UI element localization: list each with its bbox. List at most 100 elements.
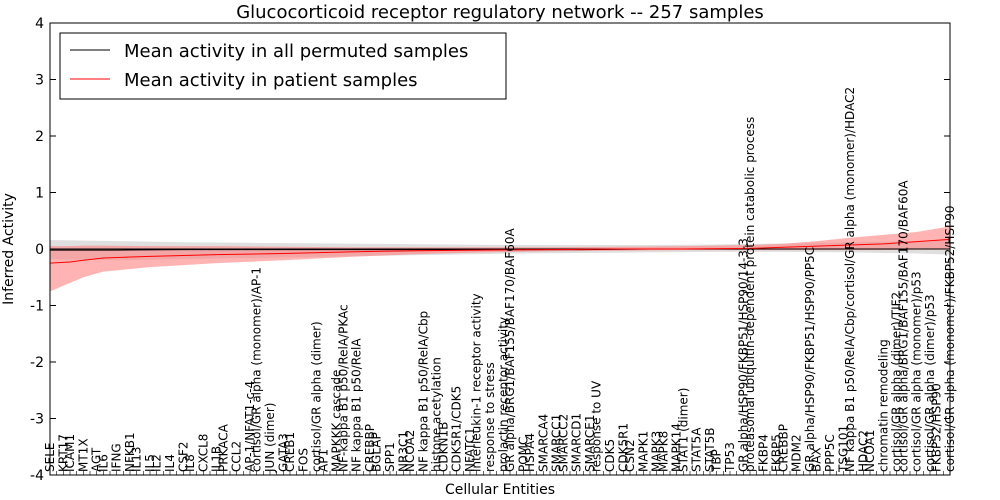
x-tick-label: CREBBP: [776, 424, 790, 472]
x-tick-label: CDKN1B: [436, 422, 450, 472]
x-tick-label: CDK5R1/CDK5: [450, 386, 464, 472]
x-tick-label: cortisol/GR alpha/BRG1/BAF155/BAF170/BAF…: [896, 180, 910, 472]
x-tick-label: CDK5R1: [616, 423, 630, 472]
x-tick-label: FOS: [296, 448, 310, 472]
x-tick-label: NCOA1: [863, 430, 877, 472]
y-tick-label: -2: [30, 355, 44, 371]
x-tick-label: CSN2: [623, 439, 637, 472]
x-tick-label: BAX: [810, 447, 824, 472]
x-tick-label: cortisol/GR alpha (monomer)/AP-1: [250, 267, 264, 472]
x-tick-label: TSG101: [836, 425, 850, 473]
x-tick-label: MT1X: [76, 438, 90, 472]
x-tick-label: MAPK3: [650, 431, 664, 472]
y-tick-label: 4: [35, 16, 44, 32]
x-tick-label: KRT17: [56, 434, 70, 472]
x-tick-label: proteasomal ubiquitin-dependent protein …: [743, 117, 757, 472]
x-tick-label: SMARCD1: [570, 413, 584, 472]
x-tick-label: cortisol/GR alpha (dimer)/p53: [923, 294, 937, 472]
x-tick-label: NR3C1: [396, 431, 410, 472]
x-tick-label: GATA3: [276, 433, 290, 472]
x-tick-label: cortisol/GR alpha (monomer)/p53: [910, 271, 924, 472]
band-series-1: [50, 226, 950, 292]
x-tick-label: PPP5C: [823, 434, 837, 472]
x-tick-label: cortisol/GR alpha (monomer)/FKBP52/HSP90: [943, 205, 957, 472]
x-tick-label: IL4: [163, 454, 177, 472]
x-tick-label: HSPA4: [523, 433, 537, 472]
x-tick-label: chromatin remodeling: [876, 339, 890, 472]
y-tick-label: 2: [35, 129, 44, 145]
x-tick-label: JUN (dimer): [263, 403, 277, 473]
x-tick-label: CREB1: [283, 432, 297, 472]
x-tick-label: GR alpha/HSP90/FKBP51/HSP90/14-3-3: [736, 238, 750, 472]
x-tick-label: AP1: [316, 449, 330, 472]
x-tick-label: STAT1 (dimer): [676, 388, 690, 472]
x-tick-label: response to stress: [483, 362, 497, 472]
x-tick-label: NF kappa B1 p50/RelA/Cbp/cortisol/GR alp…: [843, 87, 857, 472]
x-tick-label: HDAC2: [856, 430, 870, 472]
legend: Mean activity in all permuted samples Me…: [59, 32, 507, 100]
x-tick-label: MAPK1: [636, 431, 650, 472]
x-tick-label: CCL2: [230, 441, 244, 472]
series-lines: [49, 238, 951, 264]
x-tick-label: IL5: [143, 454, 157, 472]
x-tick-label: CXCL8: [196, 434, 210, 472]
x-tick-label: MAPK14: [670, 423, 684, 472]
x-tick-label: IL8: [183, 454, 197, 472]
x-tick-label: IFNG: [110, 443, 124, 472]
x-tick-label: NF kappa B1 p50/RelA/Cbp: [416, 311, 430, 472]
x-tick-label: AGT: [90, 447, 104, 472]
y-tick-label: 3: [35, 73, 44, 89]
x-tick-label: TP53: [723, 442, 737, 473]
x-tick-label: FKBP5: [770, 434, 784, 472]
x-tick-label: PRKACA: [216, 423, 230, 472]
x-tick-label: histone acetylation: [430, 357, 444, 472]
line-series-1: [49, 238, 951, 264]
x-tick-label: FKBP4: [756, 434, 770, 472]
legend-label-permuted: Mean activity in all permuted samples: [124, 41, 468, 62]
x-tick-label: NFKB1: [123, 432, 137, 472]
x-tick-label: CSF2: [176, 441, 190, 472]
y-axis-label: Inferred Activity: [1, 193, 17, 305]
x-tick-label: IL13: [130, 447, 144, 473]
x-tick-label: TBP: [710, 449, 724, 473]
x-axis-ticks: [49, 471, 951, 475]
x-tick-label: SMARCC2: [556, 414, 570, 472]
y-tick-label: 1: [35, 186, 44, 202]
x-tick-label: ICAM1: [63, 434, 77, 472]
y-tick-label: -4: [30, 468, 44, 484]
x-tick-label: prolactin receptor activity: [496, 317, 510, 472]
x-tick-label: cortisol/GR alpha (dimer): [310, 321, 324, 472]
x-tick-label: MAPKKK cascade: [330, 370, 344, 472]
x-tick-label: SMARCC1: [550, 414, 564, 472]
x-tick-label: IL6: [96, 454, 110, 472]
legend-label-patient: Mean activity in patient samples: [124, 70, 418, 91]
x-tick-label: NF-kappa B1 p50/RelA/PKAc: [336, 304, 350, 472]
x-tick-label: IL2: [150, 454, 164, 472]
x-axis-label: Cellular Entities: [445, 482, 555, 498]
x-tick-label: SMARCA4: [536, 414, 550, 472]
y-tick-label: -1: [30, 299, 44, 315]
x-tick-label: GR alpha/HSP90/FKBP51/HSP90/PP5C: [803, 247, 817, 472]
x-tick-label: SMARCE1: [583, 414, 597, 472]
y-axis: -4 -3 -2 -1 0 1 2 3 4: [30, 16, 950, 484]
chart-title: Glucocorticoid receptor regulatory netwo…: [236, 2, 764, 23]
x-tick-label: FKBP52/HSP90: [930, 383, 944, 472]
x-tick-label: interleukin-1 receptor activity: [470, 293, 484, 472]
x-tick-label: BGLAP: [370, 432, 384, 472]
x-tick-label: GR alpha/BRG1/BAF155/BAF170/BAF60A: [503, 228, 517, 473]
x-tick-label: NFATC1: [463, 427, 477, 472]
x-tick-label: POMC: [516, 437, 530, 472]
x-tick-label: SPP1: [383, 442, 397, 472]
x-tick-label: SELE: [43, 443, 57, 472]
x-tick-label: MDM2: [790, 434, 804, 472]
y-tick-label: -3: [30, 412, 44, 428]
x-tick-label: STAT5B: [703, 428, 717, 473]
legend-box: [59, 32, 507, 100]
x-tick-label: AP-1/NFAT1-c-4: [243, 381, 257, 472]
y-tick-label: 0: [35, 242, 44, 258]
x-tick-label: NF kappa B1 p50/RelA: [350, 338, 364, 472]
x-tick-label: MAPK8: [656, 431, 670, 472]
x-tick-label: NCOA2: [403, 430, 417, 472]
